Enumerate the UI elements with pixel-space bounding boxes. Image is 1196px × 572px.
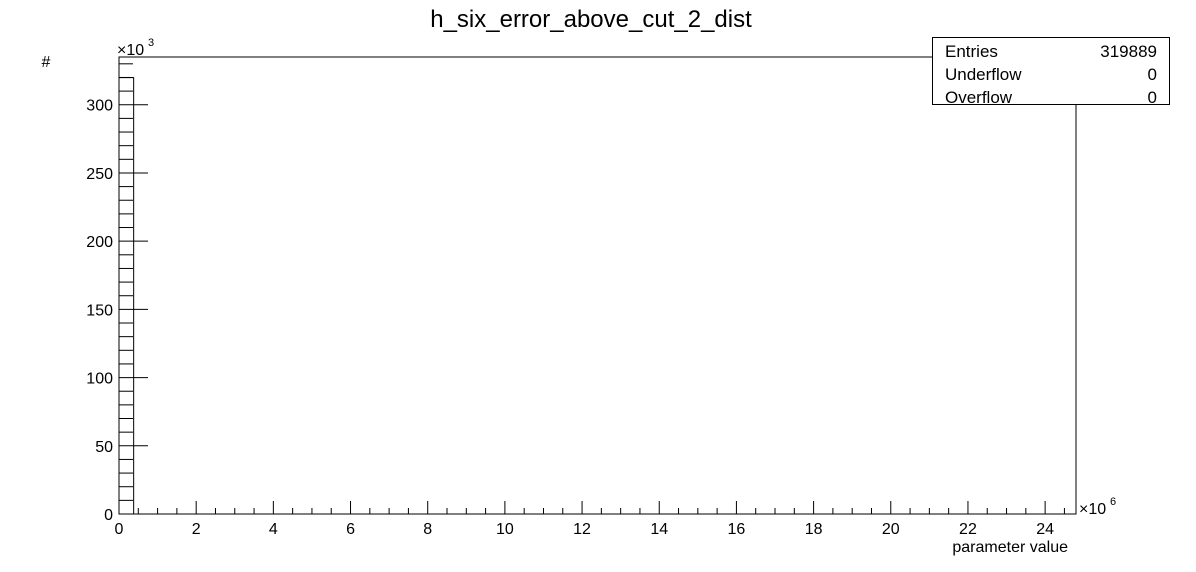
y-multiplier-base: ×10 bbox=[117, 42, 144, 59]
stats-box: Entries 319889 Underflow 0 Overflow 0 bbox=[932, 37, 1170, 107]
y-tick-label: 150 bbox=[86, 302, 113, 319]
y-multiplier-exponent: 3 bbox=[148, 37, 154, 49]
x-axis-multiplier: ×10 6 bbox=[1079, 496, 1116, 518]
y-tick-label: 200 bbox=[86, 234, 113, 251]
stats-value: 0 bbox=[1147, 65, 1157, 84]
x-tick-label: 2 bbox=[192, 521, 201, 538]
plot-frame bbox=[118, 56, 1077, 515]
stats-value: 0 bbox=[1147, 88, 1157, 107]
x-multiplier-base: ×10 bbox=[1079, 501, 1106, 518]
x-tick-label: 22 bbox=[959, 521, 977, 538]
x-axis-label: parameter value bbox=[952, 539, 1068, 556]
y-tick-label: 250 bbox=[86, 166, 113, 183]
x-tick-label: 16 bbox=[728, 521, 746, 538]
x-multiplier-exponent: 6 bbox=[1110, 496, 1116, 508]
x-tick-label: 18 bbox=[805, 521, 823, 538]
x-tick-label: 12 bbox=[573, 521, 591, 538]
stats-value: 319889 bbox=[1100, 42, 1157, 61]
y-tick-label: 300 bbox=[86, 98, 113, 115]
y-tick-label: 0 bbox=[104, 507, 113, 524]
y-tick-label: 100 bbox=[86, 371, 113, 388]
y-axis-multiplier: ×10 3 bbox=[117, 37, 154, 59]
x-tick-label: 10 bbox=[496, 521, 514, 538]
y-axis-label: # bbox=[42, 54, 51, 71]
plot-area-border bbox=[118, 56, 1077, 515]
stats-label: Overflow bbox=[945, 88, 1013, 107]
x-tick-label: 14 bbox=[650, 521, 668, 538]
x-tick-label: 0 bbox=[115, 521, 124, 538]
stats-label: Underflow bbox=[945, 65, 1022, 84]
x-tick-label: 24 bbox=[1036, 521, 1054, 538]
x-axis: 0 2 4 6 8 10 12 14 16 18 20 22 24 bbox=[115, 501, 1065, 538]
y-axis: 0 50 100 150 200 250 300 bbox=[86, 63, 148, 524]
x-tick-label: 8 bbox=[423, 521, 432, 538]
y-tick-label: 50 bbox=[95, 439, 113, 456]
chart-title: h_six_error_above_cut_2_dist bbox=[430, 6, 752, 33]
stats-label: Entries bbox=[945, 42, 998, 61]
x-tick-label: 20 bbox=[882, 521, 900, 538]
stats-row-entries: Entries 319889 bbox=[945, 40, 1157, 63]
stats-row-underflow: Underflow 0 bbox=[945, 63, 1157, 86]
x-tick-label: 4 bbox=[269, 521, 278, 538]
x-tick-label: 6 bbox=[346, 521, 355, 538]
stats-row-overflow: Overflow 0 bbox=[945, 86, 1157, 109]
